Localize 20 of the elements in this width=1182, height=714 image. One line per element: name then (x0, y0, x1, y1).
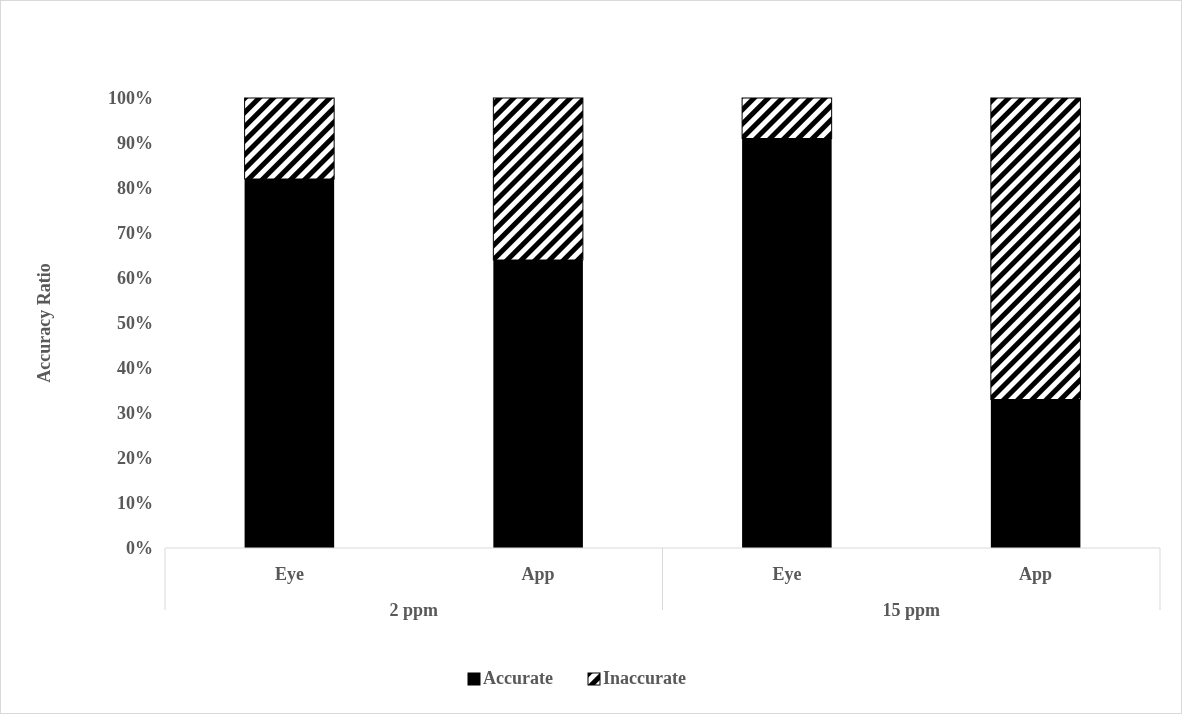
legend-label: Accurate (483, 668, 553, 688)
y-tick-label: 60% (117, 268, 153, 289)
y-axis-title: Accuracy Ratio (34, 263, 54, 383)
y-tick-label: 0% (126, 538, 153, 559)
y-tick-label: 70% (117, 223, 153, 244)
text: 15 ppm (882, 600, 941, 621)
y-tick-label: 90% (117, 133, 153, 154)
y-tick-label: 20% (117, 448, 153, 469)
y-tick-label: 10% (117, 493, 153, 514)
legend-label: Inaccurate (603, 668, 686, 688)
x-tick-label: App (1019, 564, 1053, 584)
y-tick-label: 30% (117, 403, 153, 424)
y-tick-label: 80% (117, 178, 153, 199)
x-tick-label: App (521, 564, 555, 584)
y-tick-label: 50% (117, 313, 153, 334)
text: 2 ppm (389, 600, 439, 621)
y-tick-label: 40% (117, 358, 153, 379)
x-tick-label: Eye (274, 564, 304, 584)
y-tick-label: 100% (108, 88, 153, 109)
x-tick-label: Eye (772, 564, 802, 584)
